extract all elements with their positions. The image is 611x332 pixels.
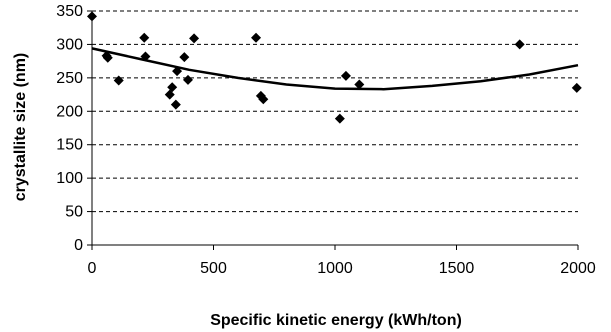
y-tick-label-150: 150 xyxy=(56,137,83,154)
data-point-9 xyxy=(172,66,183,77)
data-points xyxy=(87,11,582,124)
data-point-20 xyxy=(571,82,582,93)
trendline-group xyxy=(91,47,579,91)
data-point-3 xyxy=(113,75,124,86)
data-point-17 xyxy=(340,70,351,81)
data-point-16 xyxy=(334,113,345,124)
y-tick-label-0: 0 xyxy=(74,237,83,254)
data-point-8 xyxy=(170,99,181,110)
data-point-19 xyxy=(514,39,525,50)
data-point-13 xyxy=(251,32,262,43)
x-tick-label-1500: 1500 xyxy=(439,260,475,277)
y-tick-label-250: 250 xyxy=(56,70,83,87)
x-axis-title: Specific kinetic energy (kWh/ton) xyxy=(210,312,462,329)
data-point-0 xyxy=(87,11,97,22)
x-tick-label-1000: 1000 xyxy=(317,260,353,277)
y-tick-label-50: 50 xyxy=(65,204,83,221)
x-tick-label-0: 0 xyxy=(88,260,97,277)
trendline xyxy=(91,47,579,91)
y-axis-title: crystallite size (nm) xyxy=(12,53,29,202)
y-tick-label-100: 100 xyxy=(56,170,83,187)
data-point-2 xyxy=(102,52,113,63)
data-point-4 xyxy=(139,32,150,43)
axes xyxy=(87,10,579,250)
data-point-7 xyxy=(167,82,178,93)
gridlines xyxy=(92,10,578,213)
tick-labels: 0 50 100 150 200 250 300 350 0 500 1000 1500 2000 xyxy=(56,3,596,277)
x-tick-label-500: 500 xyxy=(200,260,227,277)
data-point-10 xyxy=(179,52,190,63)
data-point-12 xyxy=(189,33,200,44)
x-tick-label-2000: 2000 xyxy=(560,260,596,277)
data-point-18 xyxy=(354,79,365,90)
data-point-11 xyxy=(182,74,193,85)
y-tick-label-350: 350 xyxy=(56,3,83,20)
data-point-5 xyxy=(140,51,151,62)
data-point-15 xyxy=(258,94,269,105)
y-tick-label-300: 300 xyxy=(56,36,83,53)
y-tick-label-200: 200 xyxy=(56,103,83,120)
